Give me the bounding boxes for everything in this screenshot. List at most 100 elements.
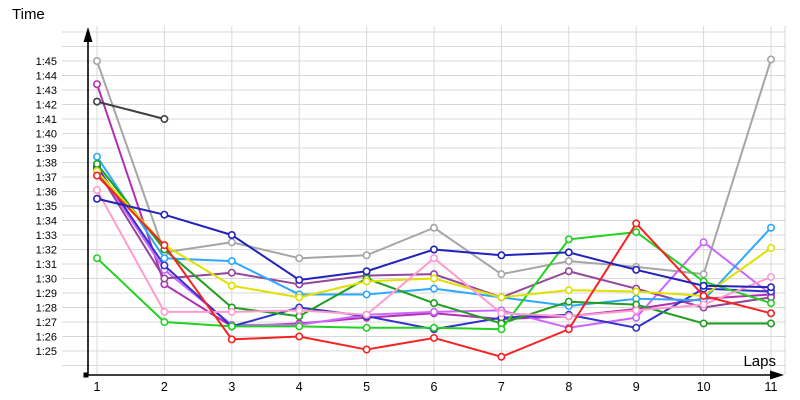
data-point-driver-yellow bbox=[497, 293, 506, 302]
data-point-driver-green-dark bbox=[564, 297, 573, 306]
series-line-driver-black bbox=[96, 100, 166, 120]
data-point-driver-navy bbox=[295, 275, 304, 284]
x-tick-label: 8 bbox=[565, 380, 572, 394]
series-driver-pink bbox=[93, 186, 775, 321]
y-tick-label: 1:41 bbox=[36, 114, 57, 126]
x-tick-label: 3 bbox=[228, 380, 235, 394]
x-tick-label: 1 bbox=[94, 380, 101, 394]
x-axis-title: Laps bbox=[743, 353, 776, 370]
data-point-driver-navy bbox=[429, 245, 438, 254]
data-point-driver-green-bright bbox=[564, 235, 573, 244]
y-tick-label: 1:45 bbox=[36, 56, 57, 68]
series-driver-red bbox=[93, 171, 775, 361]
data-point-driver-navy bbox=[362, 267, 371, 276]
data-point-driver-gray bbox=[429, 223, 438, 232]
data-point-driver-green-dark bbox=[429, 299, 438, 308]
x-tick-label: 5 bbox=[363, 380, 370, 394]
data-point-driver-pink bbox=[160, 307, 169, 316]
data-point-driver-green-bright bbox=[160, 317, 169, 326]
data-point-driver-green-dark bbox=[93, 159, 102, 168]
y-tick-label: 1:35 bbox=[36, 201, 57, 213]
data-point-driver-pink bbox=[93, 186, 102, 195]
x-tick-label: 2 bbox=[161, 380, 168, 394]
data-point-driver-cyan bbox=[93, 152, 102, 161]
data-point-driver-cyan bbox=[227, 257, 236, 266]
data-point-driver-red bbox=[362, 345, 371, 354]
data-point-driver-navy bbox=[160, 210, 169, 219]
data-point-driver-gray bbox=[93, 56, 102, 65]
y-tick-label: 1:37 bbox=[36, 172, 57, 184]
y-tick-label: 1:25 bbox=[36, 346, 57, 358]
y-tick-label: 1:30 bbox=[36, 274, 57, 286]
data-point-driver-cyan bbox=[429, 284, 438, 293]
x-tick-label: 4 bbox=[296, 380, 303, 394]
x-tick-label: 9 bbox=[633, 380, 640, 394]
data-point-driver-green-dark bbox=[699, 319, 708, 328]
y-axis-title: Time bbox=[12, 6, 45, 23]
data-point-driver-gray bbox=[362, 251, 371, 260]
data-point-driver-navy bbox=[93, 194, 102, 203]
data-point-driver-violet bbox=[632, 313, 641, 322]
y-tick-label: 1:29 bbox=[36, 288, 57, 300]
data-point-driver-red bbox=[227, 335, 236, 344]
data-point-driver-green-bright bbox=[362, 323, 371, 332]
data-point-driver-gray bbox=[227, 238, 236, 247]
y-tick-label: 1:43 bbox=[36, 85, 57, 97]
data-point-driver-green-bright bbox=[429, 323, 438, 332]
data-point-driver-pink bbox=[632, 306, 641, 315]
x-tick-label: 11 bbox=[765, 380, 778, 394]
data-point-driver-yellow bbox=[227, 281, 236, 290]
data-point-driver-magenta bbox=[93, 80, 102, 89]
data-point-driver-purple bbox=[160, 274, 169, 283]
data-point-driver-yellow bbox=[362, 277, 371, 286]
data-point-driver-yellow bbox=[564, 286, 573, 295]
axis-tick-labels: 1:45 1:44 1:43 1:42 1:41 1:40 1:39 1:38 1:37 1:36… bbox=[36, 56, 778, 394]
data-point-driver-green-bright bbox=[766, 299, 775, 308]
y-tick-label: 1:42 bbox=[36, 100, 57, 112]
data-point-driver-pink bbox=[564, 312, 573, 321]
data-point-driver-green-bright bbox=[632, 228, 641, 237]
axis-origin-marker bbox=[83, 372, 89, 378]
data-point-driver-green-bright bbox=[295, 322, 304, 331]
data-point-driver-gray bbox=[564, 257, 573, 266]
data-point-driver-navy bbox=[766, 283, 775, 292]
data-point-driver-purple bbox=[564, 267, 573, 276]
y-axis-arrow-icon bbox=[83, 27, 93, 42]
data-point-driver-red bbox=[497, 352, 506, 361]
y-tick-label: 1:27 bbox=[36, 317, 57, 329]
x-tick-label: 6 bbox=[431, 380, 438, 394]
data-point-driver-gray bbox=[295, 254, 304, 263]
series-driver-green-dark bbox=[93, 159, 775, 328]
data-point-driver-gray bbox=[497, 270, 506, 279]
data-point-driver-red bbox=[295, 332, 304, 341]
data-point-driver-pink bbox=[429, 254, 438, 263]
data-point-driver-red bbox=[564, 325, 573, 334]
data-point-driver-yellow bbox=[295, 293, 304, 302]
x-tick-label: 10 bbox=[697, 380, 711, 394]
data-point-driver-navy bbox=[699, 281, 708, 290]
data-point-driver-pink bbox=[227, 307, 236, 316]
data-point-driver-red bbox=[93, 171, 102, 180]
y-tick-label: 1:33 bbox=[36, 230, 57, 242]
data-point-driver-navy bbox=[227, 231, 236, 240]
data-point-driver-black bbox=[93, 97, 102, 106]
y-tick-label: 1:28 bbox=[36, 303, 57, 315]
y-tick-label: 1:26 bbox=[36, 332, 57, 344]
data-point-driver-red bbox=[160, 241, 169, 250]
y-tick-label: 1:34 bbox=[36, 216, 57, 228]
data-series bbox=[93, 55, 775, 361]
data-point-driver-red bbox=[766, 309, 775, 318]
data-point-driver-violet bbox=[699, 238, 708, 247]
data-point-driver-pink bbox=[362, 310, 371, 319]
series-driver-black bbox=[93, 97, 169, 124]
data-point-driver-cyan bbox=[766, 223, 775, 232]
data-point-driver-navy bbox=[497, 251, 506, 260]
y-tick-label: 1:32 bbox=[36, 245, 57, 257]
data-point-driver-blue-2 bbox=[160, 261, 169, 270]
y-tick-label: 1:39 bbox=[36, 143, 57, 155]
y-tick-label: 1:44 bbox=[36, 71, 57, 83]
data-point-driver-yellow bbox=[632, 287, 641, 296]
y-tick-label: 1:40 bbox=[36, 129, 57, 141]
